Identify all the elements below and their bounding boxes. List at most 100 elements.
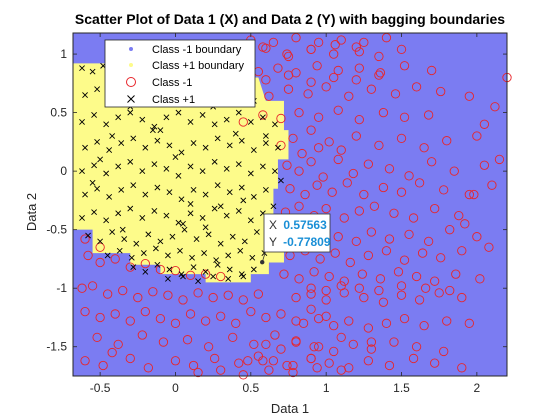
- class-plus-region: [73, 63, 289, 283]
- point-class-minus: [306, 283, 316, 293]
- point-class-plus: [104, 252, 111, 259]
- point-class-minus: [494, 154, 505, 165]
- point-class-minus: [294, 166, 304, 176]
- point-class-plus: [118, 186, 125, 193]
- point-class-plus: [163, 165, 170, 172]
- point-class-minus: [408, 213, 419, 223]
- point-class-minus: [313, 313, 324, 324]
- point-class-plus: [175, 219, 182, 226]
- point-class-minus: [276, 344, 286, 354]
- point-class-plus: [140, 250, 147, 257]
- point-class-plus: [232, 130, 239, 137]
- point-class-plus: [201, 250, 208, 257]
- point-class-minus: [306, 77, 316, 87]
- point-class-plus: [238, 184, 245, 191]
- point-class-minus: [312, 180, 322, 190]
- point-class-plus: [89, 179, 96, 186]
- point-class-plus: [130, 264, 137, 271]
- point-class-minus: [419, 143, 429, 153]
- point-class-plus: [121, 236, 128, 242]
- point-class-minus: [378, 297, 389, 307]
- point-class-plus: [127, 158, 134, 165]
- point-class-minus: [333, 232, 343, 242]
- legend-item-class-minus-boundary: Class -1 boundary: [129, 44, 242, 56]
- point-class-plus: [154, 137, 161, 144]
- point-class-plus: [79, 168, 85, 175]
- datatip[interactable]: X 0.57563 Y -0.77809: [260, 213, 331, 265]
- point-class-minus: [404, 229, 414, 240]
- legend-x-marker: [127, 95, 135, 103]
- point-class-plus: [240, 273, 247, 280]
- axes-box: [72, 32, 508, 377]
- point-class-minus: [384, 164, 395, 174]
- point-class-minus: [309, 267, 319, 277]
- point-class-minus: [77, 283, 87, 293]
- point-class-plus: [199, 112, 206, 118]
- point-class-minus: [445, 285, 455, 296]
- point-class-plus: [225, 252, 232, 259]
- point-class-minus: [283, 51, 294, 62]
- point-class-plus: [180, 273, 186, 280]
- point-class-minus: [375, 68, 386, 78]
- point-class-minus: [103, 289, 113, 299]
- point-class-minus: [253, 351, 264, 361]
- point-class-plus: [210, 273, 217, 280]
- point-class-minus: [264, 365, 274, 375]
- point-class-plus: [175, 109, 182, 116]
- point-class-minus: [430, 203, 440, 214]
- point-class-minus: [329, 72, 339, 83]
- point-class-minus: [324, 271, 334, 282]
- point-class-plus: [235, 161, 242, 168]
- point-class-minus: [309, 342, 319, 352]
- point-class-plus: [229, 233, 236, 240]
- point-class-minus: [98, 360, 108, 371]
- point-class-plus: [166, 189, 173, 196]
- point-class-minus: [396, 281, 407, 291]
- point-class-plus: [217, 240, 224, 247]
- point-class-minus: [193, 288, 203, 298]
- point-class-minus: [294, 274, 304, 284]
- legend-label: Class +1: [152, 94, 195, 106]
- point-class-plus: [118, 140, 125, 146]
- point-class-plus: [103, 217, 110, 224]
- legend-circle-marker: [126, 77, 136, 87]
- point-class-minus: [359, 37, 369, 48]
- point-class-minus: [363, 356, 374, 366]
- plot-area[interactable]: [72, 32, 512, 380]
- point-class-minus: [291, 292, 301, 303]
- y-tick-label: 1: [60, 47, 67, 61]
- point-class-plus: [119, 226, 126, 233]
- legend[interactable]: Class -1 boundary Class +1 boundary Clas…: [104, 39, 256, 108]
- point-class-minus: [170, 318, 181, 328]
- point-class-plus: [213, 257, 220, 264]
- point-class-minus: [288, 367, 298, 378]
- point-class-minus: [374, 51, 384, 62]
- point-class-minus: [148, 287, 158, 297]
- point-class-plus: [211, 158, 218, 165]
- point-class-minus: [336, 332, 346, 343]
- point-class-minus: [313, 342, 324, 352]
- point-class-plus: [259, 114, 266, 121]
- point-class-plus: [130, 135, 137, 142]
- datatip-x-label: X: [269, 218, 277, 232]
- point-class-minus: [472, 232, 482, 242]
- point-class-plus: [262, 140, 269, 146]
- point-class-plus: [175, 172, 182, 179]
- point-class-plus: [142, 144, 149, 151]
- point-class-minus: [306, 304, 316, 314]
- point-class-minus: [366, 227, 377, 237]
- point-class-minus: [321, 295, 331, 305]
- point-class-minus: [297, 148, 307, 159]
- point-class-minus: [306, 289, 316, 299]
- point-class-minus: [381, 318, 392, 328]
- point-class-plus: [247, 119, 254, 125]
- point-class-minus: [451, 269, 461, 279]
- point-class-plus: [195, 278, 201, 285]
- point-class-minus: [399, 61, 410, 71]
- datatip-y-row: Y -0.77809: [269, 235, 331, 249]
- point-class-minus: [200, 316, 211, 326]
- point-class-minus: [306, 353, 316, 364]
- point-class-minus: [294, 107, 304, 118]
- point-class-minus: [475, 274, 485, 284]
